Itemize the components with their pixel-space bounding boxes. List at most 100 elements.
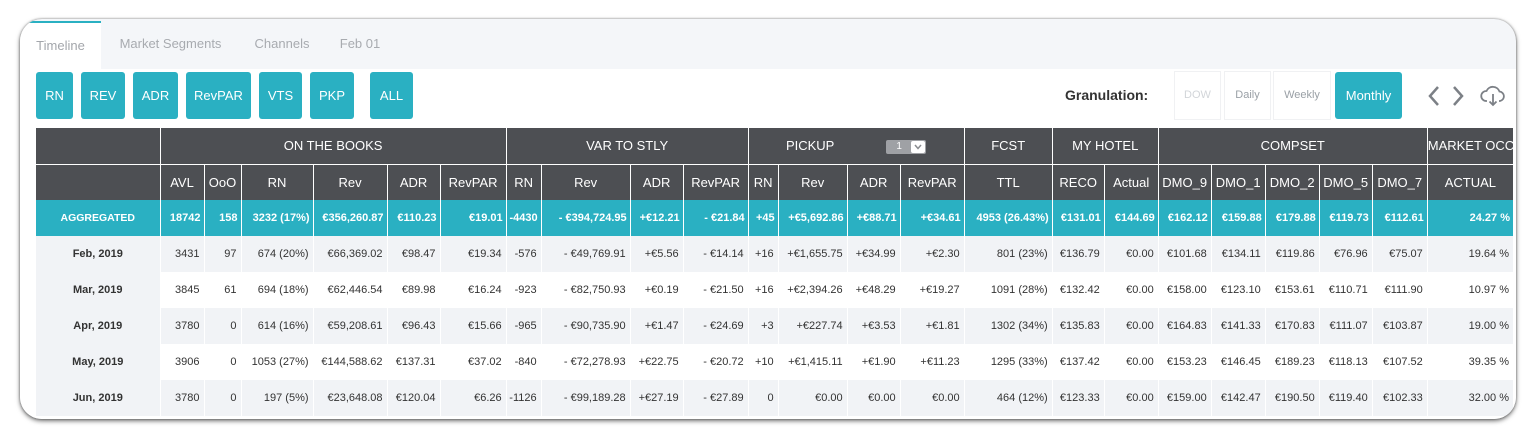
row-label: Mar, 2019 [36,272,161,308]
table-cell: €107.52 [1372,344,1428,380]
table-cell: 3232 (17%) [241,200,314,236]
main-panel: RN REV ADR RevPAR VTS PKP ALL Granulatio… [20,69,1516,419]
column-header[interactable]: Rev [541,164,631,200]
table-cell: 801 (23%) [964,236,1053,272]
tab-channels[interactable]: Channels [254,36,310,51]
table-cell: €96.43 [387,308,441,344]
table-cell: €0.00 [1104,344,1159,380]
table-cell: €0.00 [1104,272,1159,308]
column-header[interactable]: Actual [1104,164,1159,200]
table-cell: €16.24 [440,272,507,308]
metric-button-rev[interactable]: REV [81,72,125,119]
table-cell: €142.47 [1211,380,1266,416]
table-cell: 0 [748,380,779,416]
table-cell: €110.71 [1319,272,1373,308]
table-row: Jun, 2019 3780 0 197 (5%) €23,648.08 €120.04 €… [36,380,1515,416]
metric-button-all[interactable]: ALL [370,72,413,119]
table-cell: €153.61 [1265,272,1320,308]
column-header[interactable]: ACTUAL [1427,164,1515,200]
table-row: Feb, 2019 3431 97 674 (20%) €66,369.02 €98.47… [36,236,1515,272]
table-cell: -4430 [506,200,542,236]
table-cell: 674 (20%) [241,236,314,272]
table-cell: +€88.71 [847,200,901,236]
table-cell: €0.00 [1104,380,1159,416]
table-cell: - €21.50 [683,272,749,308]
granulation-daily-button[interactable]: Daily [1225,72,1270,119]
row-label: May, 2019 [36,344,161,380]
metric-button-rn[interactable]: RN [36,72,73,119]
table-cell: +€2.30 [900,236,965,272]
table-cell: 24.27 % [1427,200,1515,236]
table-cell: -923 [506,272,542,308]
table-cell: €123.33 [1052,380,1105,416]
column-header[interactable]: DMO_5 [1319,164,1373,200]
table-cell: 39.35 % [1427,344,1515,380]
table-cell: - €24.69 [683,308,749,344]
pickup-period-select[interactable]: 1 [886,139,927,154]
metric-button-revpar[interactable]: RevPAR [186,72,251,119]
table-cell: +€5,692.86 [778,200,848,236]
column-header[interactable]: RN [241,164,314,200]
column-header[interactable]: AVL [160,164,205,200]
chevron-right-icon[interactable] [1450,84,1466,108]
column-header[interactable]: OoO [204,164,242,200]
table-cell: €118.13 [1319,344,1373,380]
column-header[interactable]: RevPAR [900,164,965,200]
table-cell: €356,260.87 [313,200,388,236]
table-cell: +€34.61 [900,200,965,236]
table-row: Apr, 2019 3780 0 614 (16%) €59,208.61 €96.43 €… [36,308,1515,344]
table-cell: 1302 (34%) [964,308,1053,344]
cloud-download-icon[interactable] [1480,84,1506,108]
table-cell: €0.00 [1104,308,1159,344]
table-cell: €23,648.08 [313,380,388,416]
timeline-table: ON THE BOOKS VAR TO STLY PICKUP 1 FCST MY… [36,128,1515,416]
table-cell: 19.00 % [1427,308,1515,344]
table-cell: 1295 (33%) [964,344,1053,380]
column-header[interactable]: RN [748,164,779,200]
column-header[interactable]: ADR [630,164,684,200]
table-cell: +€12.21 [630,200,684,236]
header-blank [36,164,161,200]
tab-market-segments[interactable]: Market Segments [119,36,222,51]
table-cell: +€0.19 [630,272,684,308]
chevron-left-icon[interactable] [1426,84,1442,108]
column-header[interactable]: RECO [1052,164,1105,200]
column-header[interactable]: RevPAR [683,164,749,200]
table-cell: -1126 [506,380,542,416]
table-cell: 10.97 % [1427,272,1515,308]
table-cell: €111.90 [1372,272,1428,308]
group-header-row: ON THE BOOKS VAR TO STLY PICKUP 1 FCST MY… [36,128,1515,165]
granulation-dow-button[interactable]: DOW [1175,72,1220,119]
tab-feb-01[interactable]: Feb 01 [339,36,381,51]
column-header[interactable]: Rev [778,164,848,200]
metric-button-adr[interactable]: ADR [133,72,178,119]
table-cell: 0 [204,308,242,344]
metric-button-vts[interactable]: VTS [259,72,302,119]
column-header[interactable]: RN [506,164,542,200]
column-header[interactable]: DMO_2 [1265,164,1320,200]
column-header[interactable]: DMO_9 [1158,164,1212,200]
column-header[interactable]: TTL [964,164,1053,200]
table-cell: 3780 [160,380,205,416]
column-header[interactable]: DMO_1 [1211,164,1266,200]
metric-button-pkp[interactable]: PKP [310,72,354,119]
column-header[interactable]: DMO_7 [1372,164,1428,200]
table-cell: 197 (5%) [241,380,314,416]
granulation-weekly-button[interactable]: Weekly [1274,72,1330,119]
column-header[interactable]: Rev [313,164,388,200]
granulation-monthly-button[interactable]: Monthly [1335,72,1402,119]
column-header[interactable]: RevPAR [440,164,507,200]
table-cell: -840 [506,344,542,380]
table-cell: €123.10 [1211,272,1266,308]
column-header[interactable]: ADR [387,164,441,200]
table-cell: -576 [506,236,542,272]
table-cell: €19.34 [440,236,507,272]
column-header[interactable]: ADR [847,164,901,200]
table-cell: -965 [506,308,542,344]
tab-timeline[interactable]: Timeline [20,21,101,69]
pickup-select-value: 1 [896,140,902,152]
table-cell: €153.23 [1158,344,1212,380]
app-window: Timeline Market Segments Channels Feb 01… [20,19,1516,419]
table-cell: 694 (18%) [241,272,314,308]
table-cell: +€5.56 [630,236,684,272]
